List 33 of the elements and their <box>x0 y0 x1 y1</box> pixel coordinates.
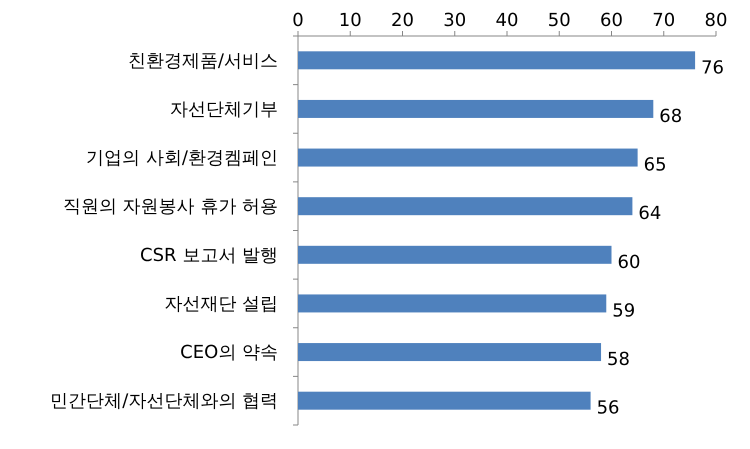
x-tick-label: 0 <box>292 10 304 31</box>
bar <box>298 197 632 216</box>
y-tick-label: 기업의 사회/환경켐페인 <box>86 148 278 169</box>
data-label: 65 <box>644 154 667 176</box>
x-tick-label: 60 <box>600 10 623 31</box>
bar <box>298 392 591 410</box>
data-label: 64 <box>638 203 662 224</box>
x-tick-label: 70 <box>652 10 676 31</box>
bar <box>298 294 606 312</box>
bar <box>298 343 602 362</box>
x-tick-label: 50 <box>548 10 571 31</box>
x-tick-label: 20 <box>391 10 414 31</box>
x-tick-label: 40 <box>496 10 518 31</box>
y-tick-label: CSR 보고서 발행 <box>140 244 278 266</box>
data-label: 56 <box>596 398 620 419</box>
data-label: 59 <box>612 300 636 322</box>
data-label: 60 <box>618 252 640 273</box>
data-label: 68 <box>659 106 682 127</box>
x-tick-label: 80 <box>704 10 728 31</box>
x-tick-label: 10 <box>338 10 362 31</box>
y-tick-label: 민간단체/자선단체와의 협력 <box>50 390 278 412</box>
data-label: 76 <box>701 57 724 78</box>
y-tick-label: 친환경제품/서비스 <box>128 50 278 72</box>
y-tick-label: CEO의 약속 <box>180 342 278 364</box>
y-tick-label: 직원의 자원봉사 휴가 허용 <box>62 196 278 218</box>
bar <box>298 246 612 264</box>
bar <box>298 100 654 118</box>
data-label: 58 <box>607 349 630 370</box>
bar <box>298 148 638 167</box>
y-tick-label: 자선재단 설립 <box>164 293 278 314</box>
x-tick-label: 30 <box>443 10 466 31</box>
y-tick-label: 자선단체기부 <box>170 98 278 120</box>
bar <box>298 51 696 70</box>
